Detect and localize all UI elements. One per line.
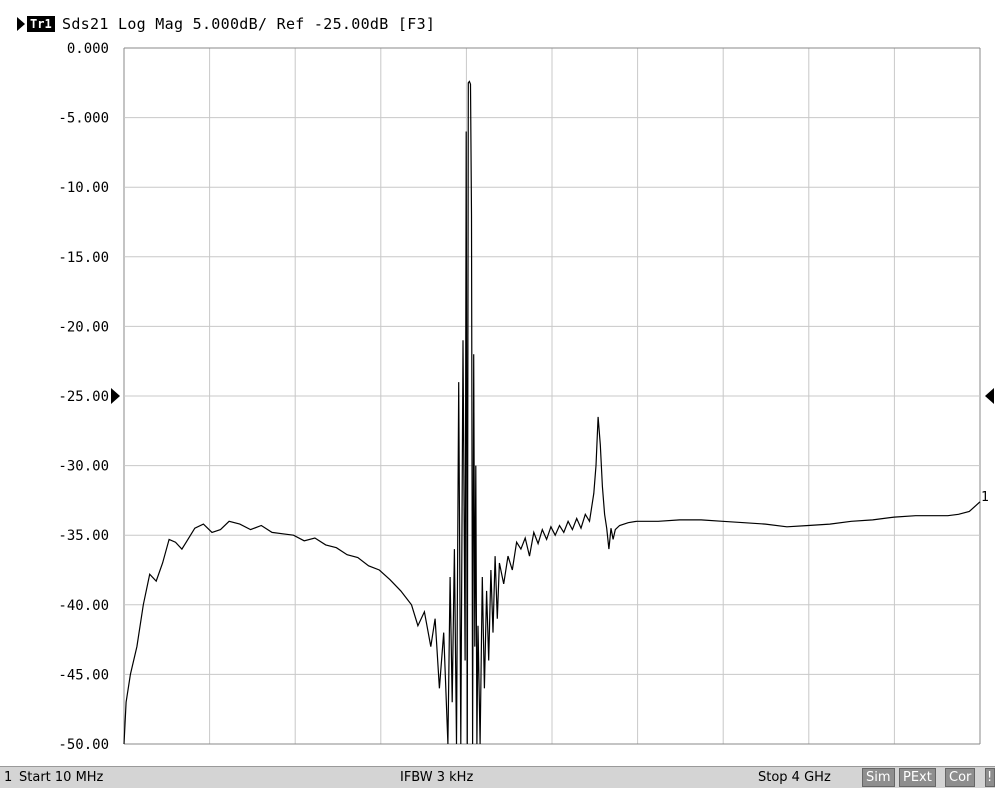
status-bar: 1 Start 10 MHz IFBW 3 kHz Stop 4 GHz Sim… bbox=[0, 766, 995, 788]
active-trace-arrow-icon[interactable] bbox=[17, 17, 25, 31]
trace-end-label: 1 bbox=[981, 490, 989, 505]
y-tick-label: -5.000 bbox=[58, 111, 109, 127]
start-frequency[interactable]: Start 10 MHz bbox=[19, 770, 104, 785]
sim-indicator[interactable]: Sim bbox=[862, 768, 895, 787]
chart-plot: 0.000 -5.000 -10.00 -15.00 -20.00 -25.00 -30.0… bbox=[58, 41, 994, 753]
y-tick-label: 0.000 bbox=[67, 41, 109, 57]
series-line bbox=[123, 80, 981, 745]
stop-frequency[interactable]: Stop 4 GHz bbox=[758, 770, 831, 785]
reference-level-left-marker-icon[interactable] bbox=[111, 388, 120, 404]
y-tick-label: -10.00 bbox=[58, 180, 109, 196]
y-tick-label: -50.00 bbox=[58, 737, 109, 753]
correction-indicator[interactable]: Cor bbox=[945, 768, 976, 787]
y-tick-label: -40.00 bbox=[58, 598, 109, 614]
y-tick-label: -15.00 bbox=[58, 250, 109, 266]
if-bandwidth[interactable]: IFBW 3 kHz bbox=[400, 770, 474, 785]
chart-grid bbox=[123, 47, 981, 745]
trace-title-bar: Tr1 Sds21 Log Mag 5.000dB/ Ref -25.00dB … bbox=[0, 0, 995, 40]
port-extension-indicator[interactable]: PExt bbox=[899, 768, 936, 787]
y-tick-label: -25.00 bbox=[58, 389, 109, 405]
y-tick-label: -30.00 bbox=[58, 459, 109, 475]
y-tick-label: -20.00 bbox=[58, 319, 109, 335]
y-axis-tick-labels: 0.000 -5.000 -10.00 -15.00 -20.00 -25.00 -30.0… bbox=[58, 41, 109, 753]
trace-badge[interactable]: Tr1 bbox=[27, 16, 55, 32]
channel-number[interactable]: 1 bbox=[4, 770, 13, 785]
y-tick-label: -35.00 bbox=[58, 528, 109, 544]
y-tick-label: -45.00 bbox=[58, 667, 109, 683]
trace-header-text[interactable]: Sds21 Log Mag 5.000dB/ Ref -25.00dB [F3] bbox=[62, 15, 436, 33]
warning-indicator[interactable]: ! bbox=[985, 768, 995, 787]
reference-level-right-marker-icon[interactable] bbox=[985, 388, 994, 404]
